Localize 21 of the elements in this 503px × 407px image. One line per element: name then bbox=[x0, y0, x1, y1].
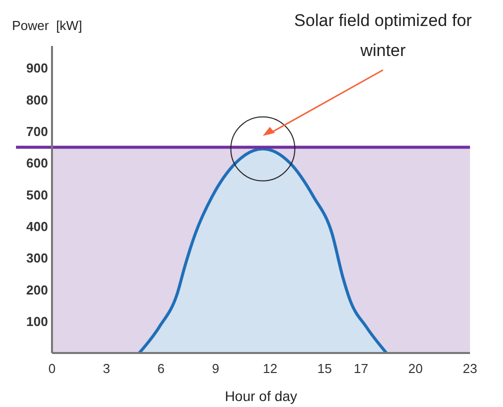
x-tick-label: 12 bbox=[262, 361, 278, 376]
x-tick-label: 20 bbox=[408, 361, 423, 376]
y-tick-label: 100 bbox=[26, 314, 48, 329]
x-tick-label: 23 bbox=[462, 361, 478, 376]
y-tick-label: 200 bbox=[26, 282, 48, 298]
annotation: Solar field optimized for winter bbox=[294, 11, 472, 60]
x-tick-label: 6 bbox=[157, 361, 165, 376]
x-axis-title: Hour of day bbox=[224, 388, 298, 404]
y-tick-label: 400 bbox=[26, 218, 48, 234]
y-tick-label: 300 bbox=[26, 250, 48, 266]
y-tick-label: 900 bbox=[26, 60, 48, 76]
x-tick-label: 9 bbox=[212, 361, 220, 376]
x-tick-label: 17 bbox=[354, 361, 368, 376]
x-tick-label: 15 bbox=[317, 361, 332, 376]
y-tick-label: 700 bbox=[26, 124, 48, 140]
y-tick-label: 500 bbox=[26, 187, 48, 202]
x-tick-label: 0 bbox=[48, 361, 56, 376]
y-tick-label: 600 bbox=[26, 156, 48, 171]
y-axis-title: Power [kW] bbox=[12, 18, 82, 33]
y-tick-label: 800 bbox=[26, 92, 48, 108]
x-tick-label: 3 bbox=[102, 361, 110, 376]
